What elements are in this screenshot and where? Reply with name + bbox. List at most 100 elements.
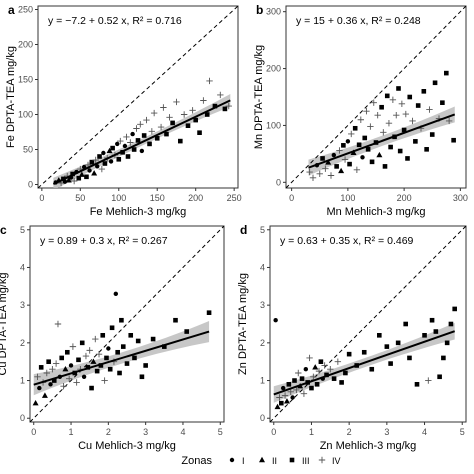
legend-label: III — [302, 456, 310, 466]
data-point — [98, 165, 106, 173]
data-point — [422, 333, 427, 338]
data-point — [154, 136, 160, 141]
data-point — [293, 386, 300, 394]
plot-border — [285, 5, 467, 189]
data-point — [273, 318, 278, 323]
data-point — [393, 112, 400, 119]
data-point — [370, 99, 377, 106]
data-point — [259, 456, 265, 463]
x-tick-label: 5 — [460, 427, 465, 437]
data-point — [86, 347, 93, 354]
x-tick-label: 200 — [188, 193, 203, 203]
data-point — [127, 139, 134, 146]
data-point — [101, 377, 108, 384]
data-point — [143, 363, 148, 368]
x-axis-label: Fe Mehlich-3 mg/kg — [90, 206, 187, 218]
data-point — [150, 336, 156, 342]
plot-area — [270, 226, 466, 422]
data-point — [135, 338, 141, 344]
data-point — [60, 382, 67, 390]
data-point — [32, 399, 39, 406]
data-point — [388, 361, 393, 366]
data-point — [204, 112, 210, 117]
x-tick-label: 5 — [218, 427, 223, 437]
y-tick-label: 50 — [23, 145, 33, 155]
regression-line — [308, 113, 456, 169]
data-point — [369, 366, 375, 372]
y-tick-label: 200 — [18, 40, 33, 50]
panel-letter: b — [256, 3, 263, 17]
legend: Zonas I II III IV — [181, 455, 340, 467]
data-point — [306, 354, 313, 362]
y-tick-label: 100 — [18, 110, 33, 120]
data-point — [444, 70, 449, 76]
x-tick-label: 100 — [340, 193, 355, 203]
data-point — [429, 317, 435, 323]
data-point — [289, 457, 295, 463]
data-point — [314, 382, 320, 387]
data-point — [290, 395, 295, 400]
data-point — [206, 310, 212, 315]
data-point — [92, 156, 99, 164]
data-point — [396, 86, 401, 91]
data-point — [49, 366, 56, 373]
data-point — [92, 335, 99, 343]
data-point — [101, 150, 106, 156]
x-tick-label: 200 — [397, 193, 412, 203]
panel-d: 0 1 2 3 4 5 0 1 2 3 4 5 Zn Mehlich-3 mg/kg Zn DPTA-TE… — [237, 223, 467, 452]
data-point — [280, 385, 286, 391]
data-point — [363, 108, 370, 115]
y-tick-label: 1 — [260, 376, 265, 386]
data-point — [360, 155, 365, 160]
y-axis-label: Mn DPTA-TEA mg/kg — [253, 45, 265, 149]
data-point — [379, 104, 384, 110]
data-point — [102, 161, 108, 166]
data-point — [65, 349, 70, 355]
data-point — [312, 364, 319, 370]
data-point — [343, 370, 348, 376]
data-point — [217, 91, 224, 99]
data-point — [421, 89, 427, 94]
data-point — [334, 358, 342, 365]
data-point — [325, 159, 332, 165]
y-tick-label: 150 — [18, 75, 33, 85]
x-tick-label: 0 — [39, 193, 44, 203]
data-point — [377, 333, 382, 338]
data-point — [441, 355, 446, 361]
data-point — [51, 378, 57, 383]
x-tick-label: 4 — [180, 427, 185, 437]
data-point — [109, 325, 115, 331]
data-point — [37, 385, 42, 391]
y-tick-label: 4 — [260, 262, 265, 272]
data-point — [148, 128, 156, 135]
data-point — [279, 400, 284, 406]
data-point — [166, 114, 173, 121]
data-point — [367, 123, 374, 130]
data-point — [117, 370, 122, 376]
data-point — [90, 358, 97, 364]
data-point — [397, 148, 403, 154]
data-point — [309, 174, 317, 181]
data-point — [322, 165, 329, 172]
legend-item: II — [259, 456, 277, 466]
panel-c: 0 1 2 3 4 5 0 1 2 3 4 5 Cu Mehlich-3 mg/kg Cu DPTA-TE… — [0, 223, 225, 452]
y-tick-label: 200 — [266, 64, 281, 74]
x-tick-label: 1 — [69, 427, 74, 437]
legend-label: II — [272, 456, 277, 466]
data-point — [315, 367, 323, 375]
data-point — [81, 374, 87, 379]
data-point — [331, 376, 337, 381]
regression-equation: y = −7.2 + 0.52 x, R² = 0.716 — [48, 15, 182, 27]
data-point — [76, 357, 81, 363]
data-point — [108, 159, 114, 164]
data-point — [276, 394, 283, 401]
data-point — [84, 174, 89, 180]
y-tick-label: 2 — [20, 338, 25, 348]
data-point — [283, 398, 290, 404]
data-point — [405, 156, 410, 161]
panel-a: 0 50 100 150 200 250 0 50 100 150 200 250 Fe Mehlich… — [5, 3, 242, 218]
x-axis-label: Cu Mehlich-3 mg/kg — [78, 440, 176, 452]
y-tick-label: 2 — [260, 338, 265, 348]
data-point — [407, 355, 412, 361]
data-point — [164, 131, 169, 137]
